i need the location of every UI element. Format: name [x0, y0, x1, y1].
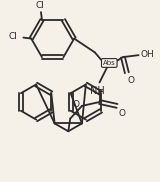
Text: Abs: Abs: [103, 60, 116, 66]
Text: O: O: [72, 100, 79, 109]
Text: O: O: [118, 109, 125, 118]
Text: O: O: [128, 76, 135, 85]
Text: NH: NH: [90, 86, 105, 96]
Text: Cl: Cl: [9, 32, 18, 41]
Text: Cl: Cl: [36, 1, 44, 10]
Text: OH: OH: [140, 50, 154, 59]
